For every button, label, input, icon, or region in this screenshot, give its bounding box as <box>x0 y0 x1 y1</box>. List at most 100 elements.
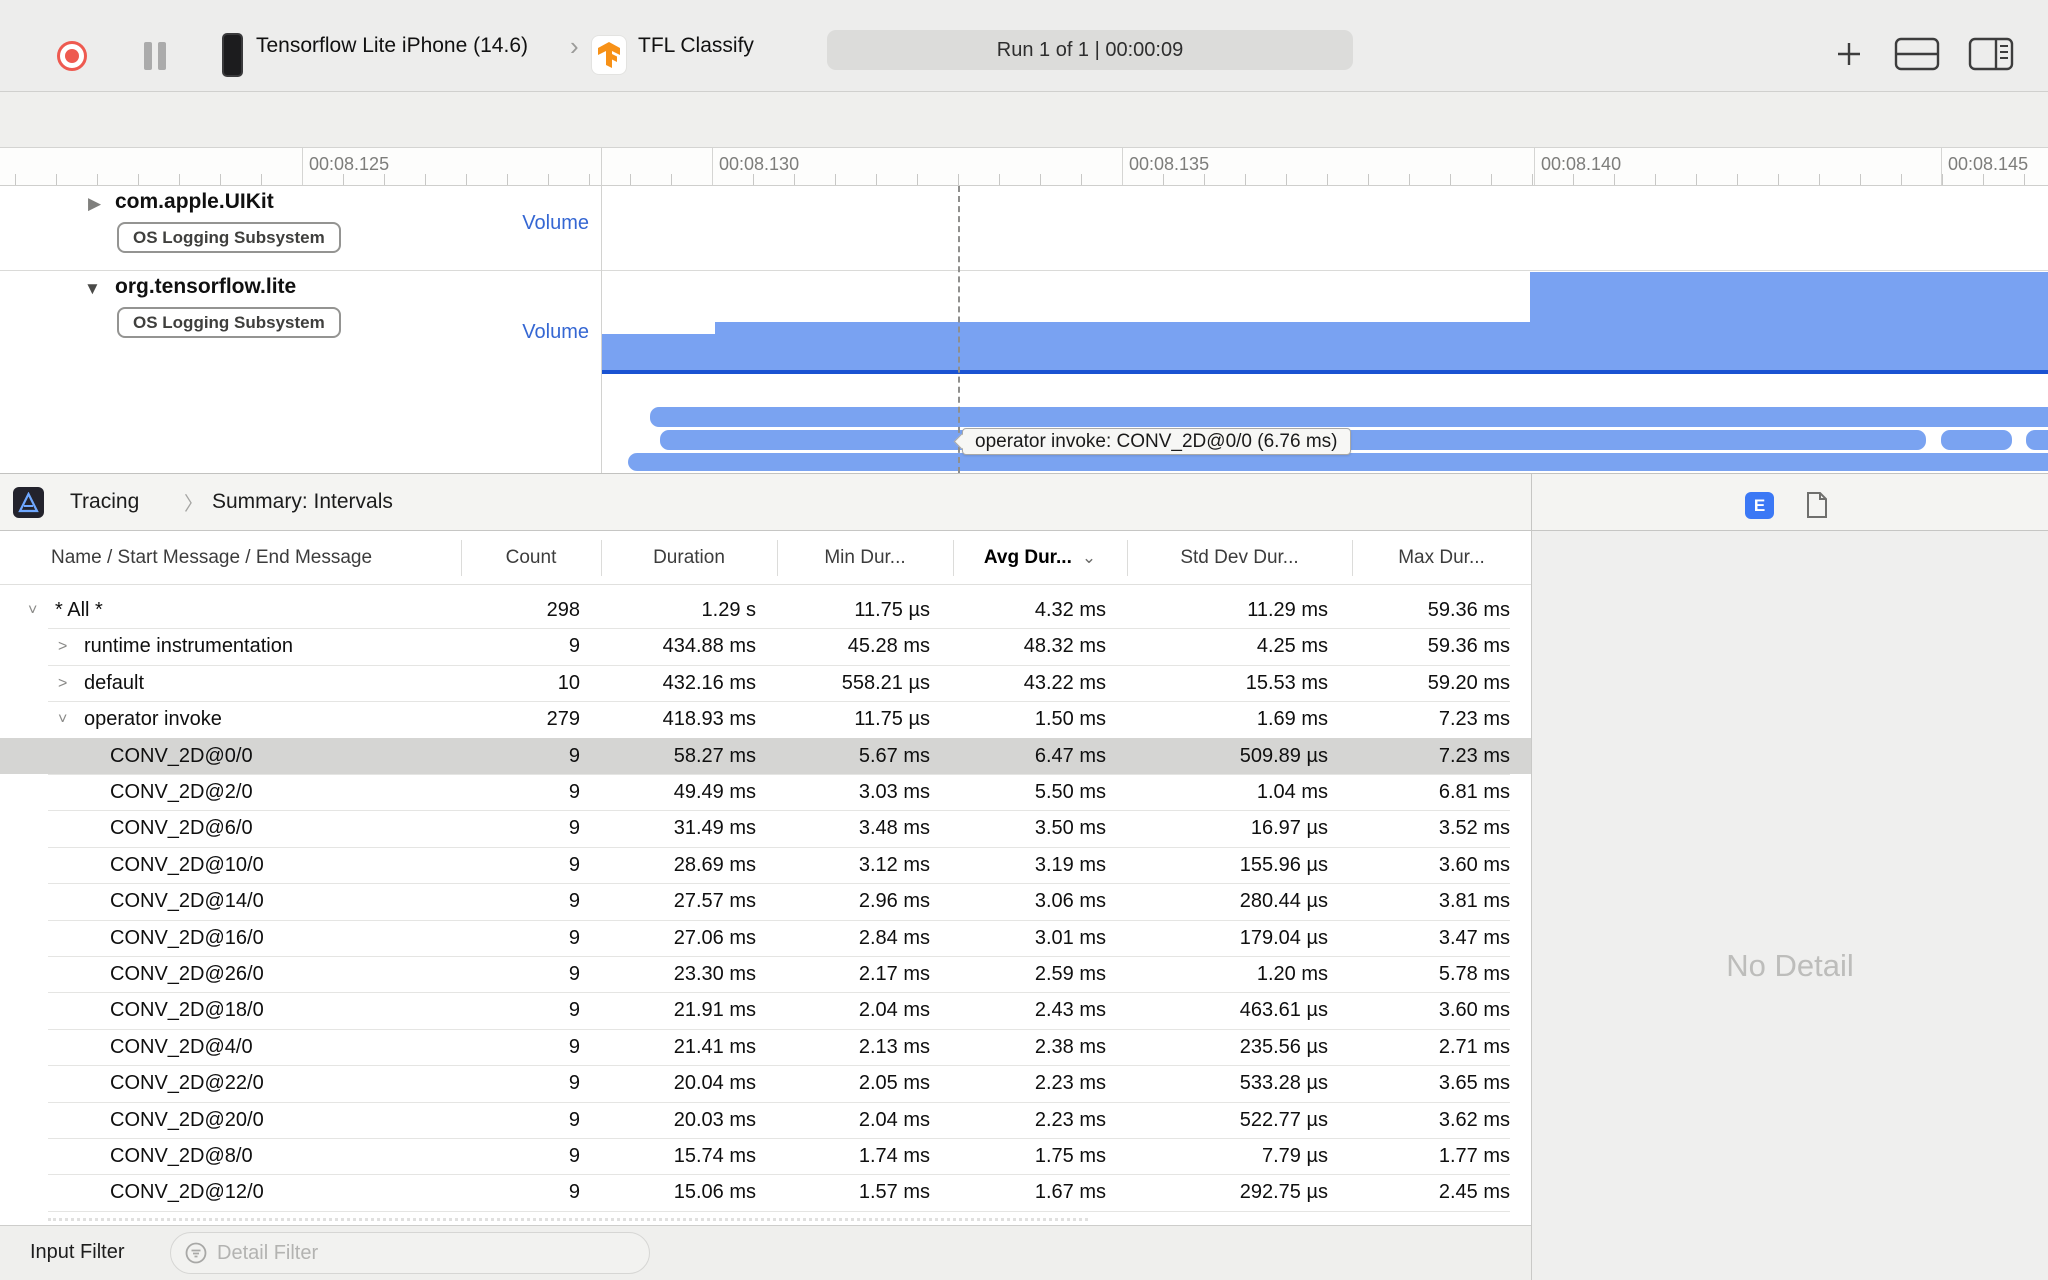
detail-filter-field[interactable] <box>170 1232 650 1274</box>
table-row[interactable]: CONV_2D@16/0 9 27.06 ms 2.84 ms 3.01 ms 179.0… <box>0 925 1531 961</box>
cell-min-duration: 2.96 ms <box>858 890 930 913</box>
cell-count: 9 <box>568 926 580 949</box>
column-header-min-duration[interactable]: Min Dur... <box>824 547 906 568</box>
row-separator <box>48 664 1510 666</box>
row-separator <box>48 774 1510 775</box>
row-disclosure-open-icon[interactable]: ˅ <box>28 602 38 619</box>
table-row[interactable]: CONV_2D@12/0 9 15.06 ms 1.57 ms 1.67 ms 292.7… <box>0 1179 1531 1215</box>
toggle-bottom-pane-button[interactable] <box>1894 36 1940 72</box>
cell-duration: 23.30 ms <box>673 963 756 985</box>
cell-avg-duration: 43.22 ms <box>1023 671 1106 694</box>
table-row[interactable]: CONV_2D@0/0 9 58.27 ms 5.67 ms 6.47 ms 509.89… <box>0 743 1531 779</box>
table-row[interactable]: CONV_2D@2/0 9 49.49 ms 3.03 ms 5.50 ms 1.04 m… <box>0 779 1531 815</box>
ruler-time-label: 00:08.125 <box>309 154 390 174</box>
table-row[interactable]: CONV_2D@14/0 9 27.57 ms 2.96 ms 3.06 ms 280.4… <box>0 888 1531 924</box>
cell-stddev-duration: 463.61 µs <box>1239 999 1328 1022</box>
cell-max-duration: 59.36 ms <box>1427 635 1510 658</box>
cell-count: 9 <box>568 853 580 876</box>
interval-bar-lane2 <box>2026 430 2048 450</box>
cell-avg-duration: 6.47 ms <box>1034 744 1106 767</box>
playhead-line[interactable] <box>958 186 960 473</box>
cell-stddev-duration: 15.53 ms <box>1245 671 1328 694</box>
ruler-minor-tick <box>1450 174 1451 185</box>
column-header-max-duration[interactable]: Max Dur... <box>1398 547 1485 568</box>
device-breadcrumb[interactable]: Tensorflow Lite iPhone (14.6) <box>256 34 528 57</box>
breadcrumb-page[interactable]: Summary: Intervals <box>212 490 393 513</box>
table-row[interactable]: CONV_2D@18/0 9 21.91 ms 2.04 ms 2.43 ms 463.6… <box>0 997 1531 1033</box>
cell-min-duration: 2.05 ms <box>858 1072 930 1095</box>
row-disclosure-closed-icon[interactable]: ˃ <box>58 674 68 692</box>
extended-detail-button[interactable]: E <box>1745 492 1774 519</box>
target-app-label[interactable]: TFL Classify <box>638 34 754 57</box>
ruler-minor-tick <box>1163 174 1164 185</box>
track-row-uikit[interactable]: ▶ com.apple.UIKit OS Logging Subsystem V… <box>0 186 2048 270</box>
ruler-minor-tick <box>179 174 180 185</box>
pause-button[interactable] <box>144 42 168 70</box>
table-row[interactable]: CONV_2D@20/0 9 20.03 ms 2.04 ms 2.23 ms 522.7… <box>0 1107 1531 1143</box>
disclosure-collapsed-icon[interactable]: ▶ <box>88 194 102 213</box>
cell-duration: 21.91 ms <box>673 999 756 1022</box>
ruler-minor-tick <box>794 174 795 185</box>
add-instrument-button[interactable] <box>1826 36 1872 72</box>
toolbar: Tensorflow Lite iPhone (14.6) › TFL Clas… <box>0 0 2048 92</box>
table-row[interactable]: CONV_2D@4/0 9 21.41 ms 2.13 ms 2.38 ms 235.56… <box>0 1034 1531 1070</box>
column-header-count[interactable]: Count <box>505 547 557 568</box>
row-separator <box>48 992 1510 994</box>
row-separator <box>48 810 1510 812</box>
document-detail-button[interactable] <box>1804 489 1830 521</box>
column-header-name[interactable]: Name / Start Message / End Message <box>51 547 373 568</box>
cell-min-duration: 2.04 ms <box>858 1108 930 1131</box>
cell-min-duration: 45.28 ms <box>847 635 930 658</box>
column-header-stddev-duration[interactable]: Std Dev Dur... <box>1180 547 1299 568</box>
track-row-tensorflow[interactable]: ▼ org.tensorflow.lite OS Logging Subsyst… <box>0 271 2048 373</box>
column-header-duration[interactable]: Duration <box>653 547 725 568</box>
cell-stddev-duration: 280.44 µs <box>1239 890 1328 913</box>
breadcrumb-root[interactable]: Tracing <box>70 490 140 513</box>
cell-duration: 28.69 ms <box>673 853 756 876</box>
ruler-minor-tick <box>1286 174 1287 185</box>
iphone-device-icon <box>222 33 243 77</box>
ruler-minor-tick <box>97 174 98 185</box>
table-row[interactable]: ˅ operator invoke 279 418.93 ms 11.75 µs 1.50… <box>0 706 1531 742</box>
cell-stddev-duration: 522.77 µs <box>1239 1108 1328 1131</box>
cell-count: 9 <box>568 1035 580 1058</box>
table-row[interactable]: CONV_2D@8/0 9 15.74 ms 1.74 ms 1.75 ms 7.79 µ… <box>0 1143 1531 1179</box>
table-row[interactable]: CONV_2D@22/0 9 20.04 ms 2.05 ms 2.23 ms 533.2… <box>0 1070 1531 1106</box>
cell-stddev-duration: 11.29 ms <box>1247 599 1328 621</box>
table-row[interactable]: ˅ * All * 298 1.29 s 11.75 µs 4.32 ms 11.29 ms… <box>0 597 1531 633</box>
cell-max-duration: 3.52 ms <box>1438 817 1510 840</box>
cell-count: 9 <box>568 817 580 840</box>
cell-max-duration: 59.36 ms <box>1427 599 1510 621</box>
row-disclosure-closed-icon[interactable]: ˃ <box>58 638 68 656</box>
track-title: com.apple.UIKit <box>115 190 274 213</box>
track-header-divider[interactable] <box>601 148 602 473</box>
cell-stddev-duration: 4.25 ms <box>1256 635 1328 658</box>
detail-filter-input[interactable] <box>217 1241 597 1265</box>
cell-avg-duration: 2.43 ms <box>1034 999 1106 1022</box>
table-row[interactable]: ˃ default 10 432.16 ms 558.21 µs 43.22 ms 15.5… <box>0 670 1531 706</box>
table-row[interactable]: CONV_2D@6/0 9 31.49 ms 3.48 ms 3.50 ms 16.97 … <box>0 815 1531 851</box>
ruler-major-gridline <box>1941 148 1942 185</box>
table-row[interactable]: CONV_2D@10/0 9 28.69 ms 3.12 ms 3.19 ms 155.9… <box>0 852 1531 888</box>
cell-stddev-duration: 235.56 µs <box>1239 1035 1328 1058</box>
disclosure-expanded-icon[interactable]: ▼ <box>84 279 101 298</box>
table-row[interactable]: CONV_2D@26/0 9 23.30 ms 2.17 ms 2.59 ms 1.20 … <box>0 961 1531 997</box>
cell-max-duration: 59.20 ms <box>1427 671 1510 694</box>
record-button[interactable] <box>57 41 87 71</box>
ruler-minor-tick <box>507 174 508 185</box>
no-detail-placeholder: No Detail <box>1726 947 1854 983</box>
cell-stddev-duration: 509.89 µs <box>1239 744 1328 767</box>
ruler-minor-tick <box>1860 174 1861 185</box>
cell-count: 9 <box>568 635 580 658</box>
cell-avg-duration: 3.19 ms <box>1034 853 1106 876</box>
cell-count: 9 <box>568 744 580 767</box>
sort-chevron-icon: ⌄ <box>1081 548 1097 567</box>
ruler-major-gridline <box>712 148 713 185</box>
column-header-avg-duration-sorted[interactable]: Avg Dur... ⌄ <box>983 547 1097 568</box>
cell-max-duration: 3.60 ms <box>1438 999 1510 1022</box>
row-disclosure-open-icon[interactable]: ˅ <box>58 711 68 729</box>
summary-table-header: Name / Start Message / End Message Count… <box>0 531 1531 585</box>
row-separator <box>48 628 1510 630</box>
toggle-inspector-pane-button[interactable] <box>1968 36 2014 72</box>
table-row[interactable]: ˃ runtime instrumentation 9 434.88 ms 45.28 … <box>0 633 1531 669</box>
